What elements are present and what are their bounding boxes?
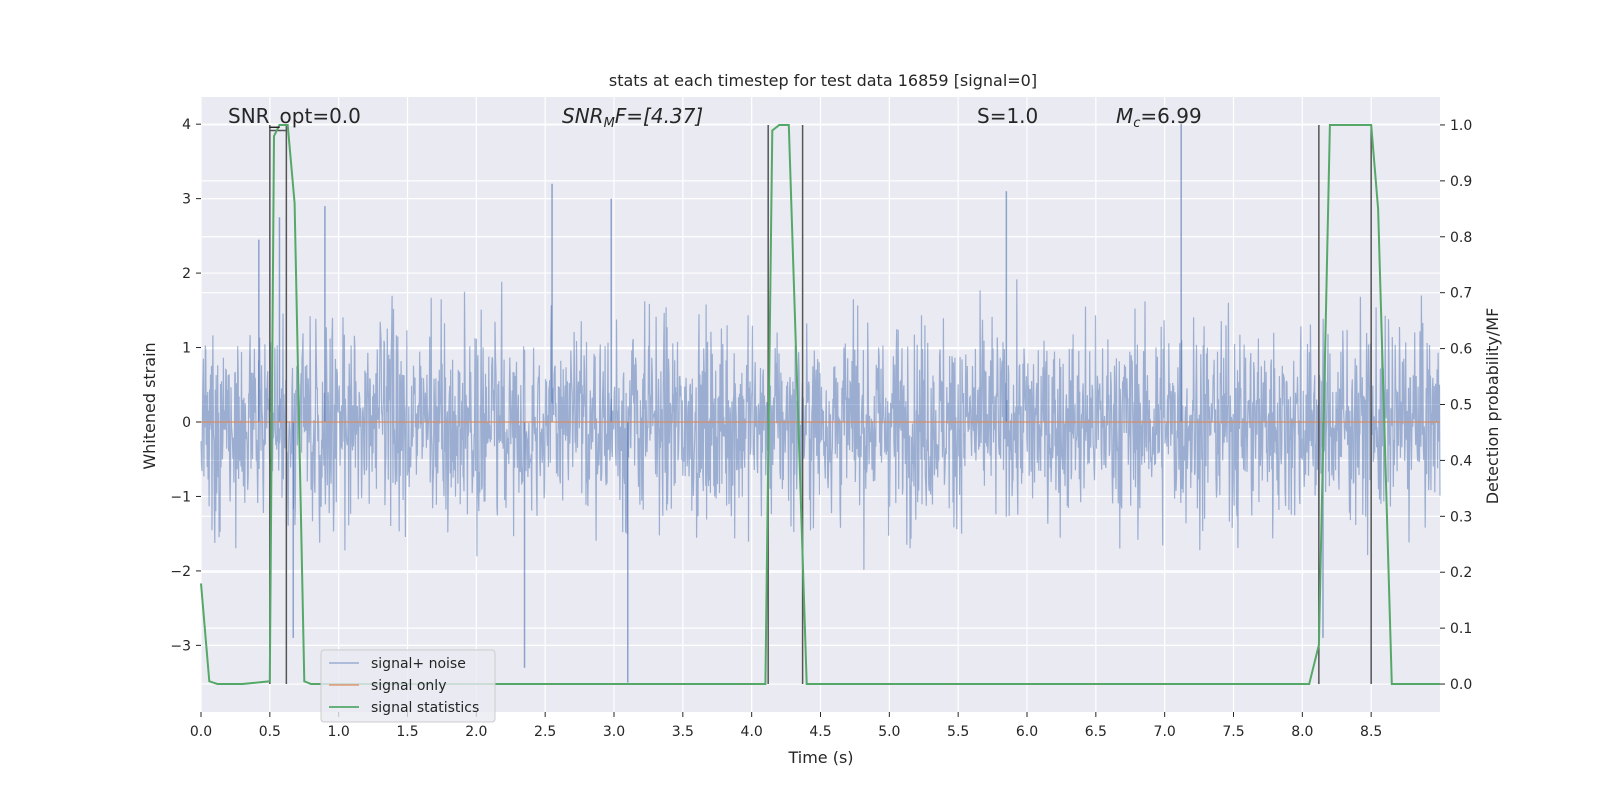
y2-tick-label: 0.6 [1450,342,1472,358]
y-tick-label: −3 [170,638,191,654]
x-tick-label: 3.5 [672,724,694,740]
y-tick-label: 0 [182,415,191,431]
signal-statistics-series [200,124,1440,685]
y2-tick-label: 0.0 [1450,677,1472,693]
signal-plus-noise-series [200,124,1441,683]
y2-tick-label: 0.4 [1450,453,1472,469]
x-tick-label: 1.0 [328,724,350,740]
legend-box [320,649,496,723]
legend-label-signal-statistics: signal statistics [371,700,479,716]
x-tick-label: 5.5 [947,724,969,740]
x-tick-label: 2.0 [465,724,487,740]
annotation-snr-opt: SNR_opt=0.0 [228,104,361,128]
x-tick-label: 0.5 [259,724,281,740]
y2-axis-ticks: 0.0 0.1 0.2 0.3 0.4 0.5 0.6 0.7 0.8 0.9 1.0 [1440,118,1472,693]
x-tick-label: 6.5 [1085,724,1107,740]
y2-axis-label: Detection probability/MF [1483,308,1502,505]
y-axis-ticks: −3 −2 −1 0 1 2 3 4 [170,117,201,654]
x-tick-label: 8.0 [1291,724,1313,740]
annotation-snr-mf: SNRMF=[4.37] [562,104,703,131]
x-tick-label: 1.5 [396,724,418,740]
y-tick-label: 2 [182,266,191,282]
x-tick-label: 7.0 [1154,724,1176,740]
y2-tick-label: 0.2 [1450,565,1472,581]
signal-plus-noise-line [200,279,1441,570]
y-tick-label: 1 [182,341,191,357]
y-tick-label: 4 [182,117,191,133]
legend-label-signal-only: signal only [371,678,446,694]
x-tick-label: 5.0 [878,724,900,740]
y2-tick-label: 1.0 [1450,118,1472,134]
x-tick-label: 2.5 [534,724,556,740]
x-tick-label: 8.5 [1360,724,1382,740]
x-tick-label: 6.0 [1016,724,1038,740]
x-tick-label: 7.5 [1222,724,1244,740]
y2-tick-label: 0.1 [1450,621,1472,637]
y-tick-label: −1 [170,489,191,505]
y-axis-label: Whitened strain [140,342,159,469]
y2-tick-label: 0.3 [1450,509,1472,525]
chart-title: stats at each timestep for test data 168… [609,71,1037,90]
x-tick-label: 0.0 [190,724,212,740]
annotation-mc: Mc=6.99 [1116,104,1202,131]
y2-tick-label: 0.7 [1450,286,1472,302]
x-tick-label: 4.0 [741,724,763,740]
y-tick-label: −2 [170,564,191,580]
y2-tick-label: 0.9 [1450,174,1472,190]
legend-label-signal-plus-noise: signal+ noise [371,656,466,672]
x-axis-label: Time (s) [787,748,853,767]
y-tick-label: 3 [182,192,191,208]
y2-tick-label: 0.5 [1450,398,1472,414]
legend: signal+ noise signal only signal statist… [320,649,496,723]
y2-tick-label: 0.8 [1450,230,1472,246]
x-tick-label: 4.5 [809,724,831,740]
x-tick-label: 3.0 [603,724,625,740]
signal-statistics-line [200,124,1440,685]
x-axis-ticks: 0.0 0.5 1.0 1.5 2.0 2.5 3.0 3.5 4.0 4.5 5.0 5.5 6.0 6… [190,712,1382,740]
annotation-s: S=1.0 [977,104,1038,128]
